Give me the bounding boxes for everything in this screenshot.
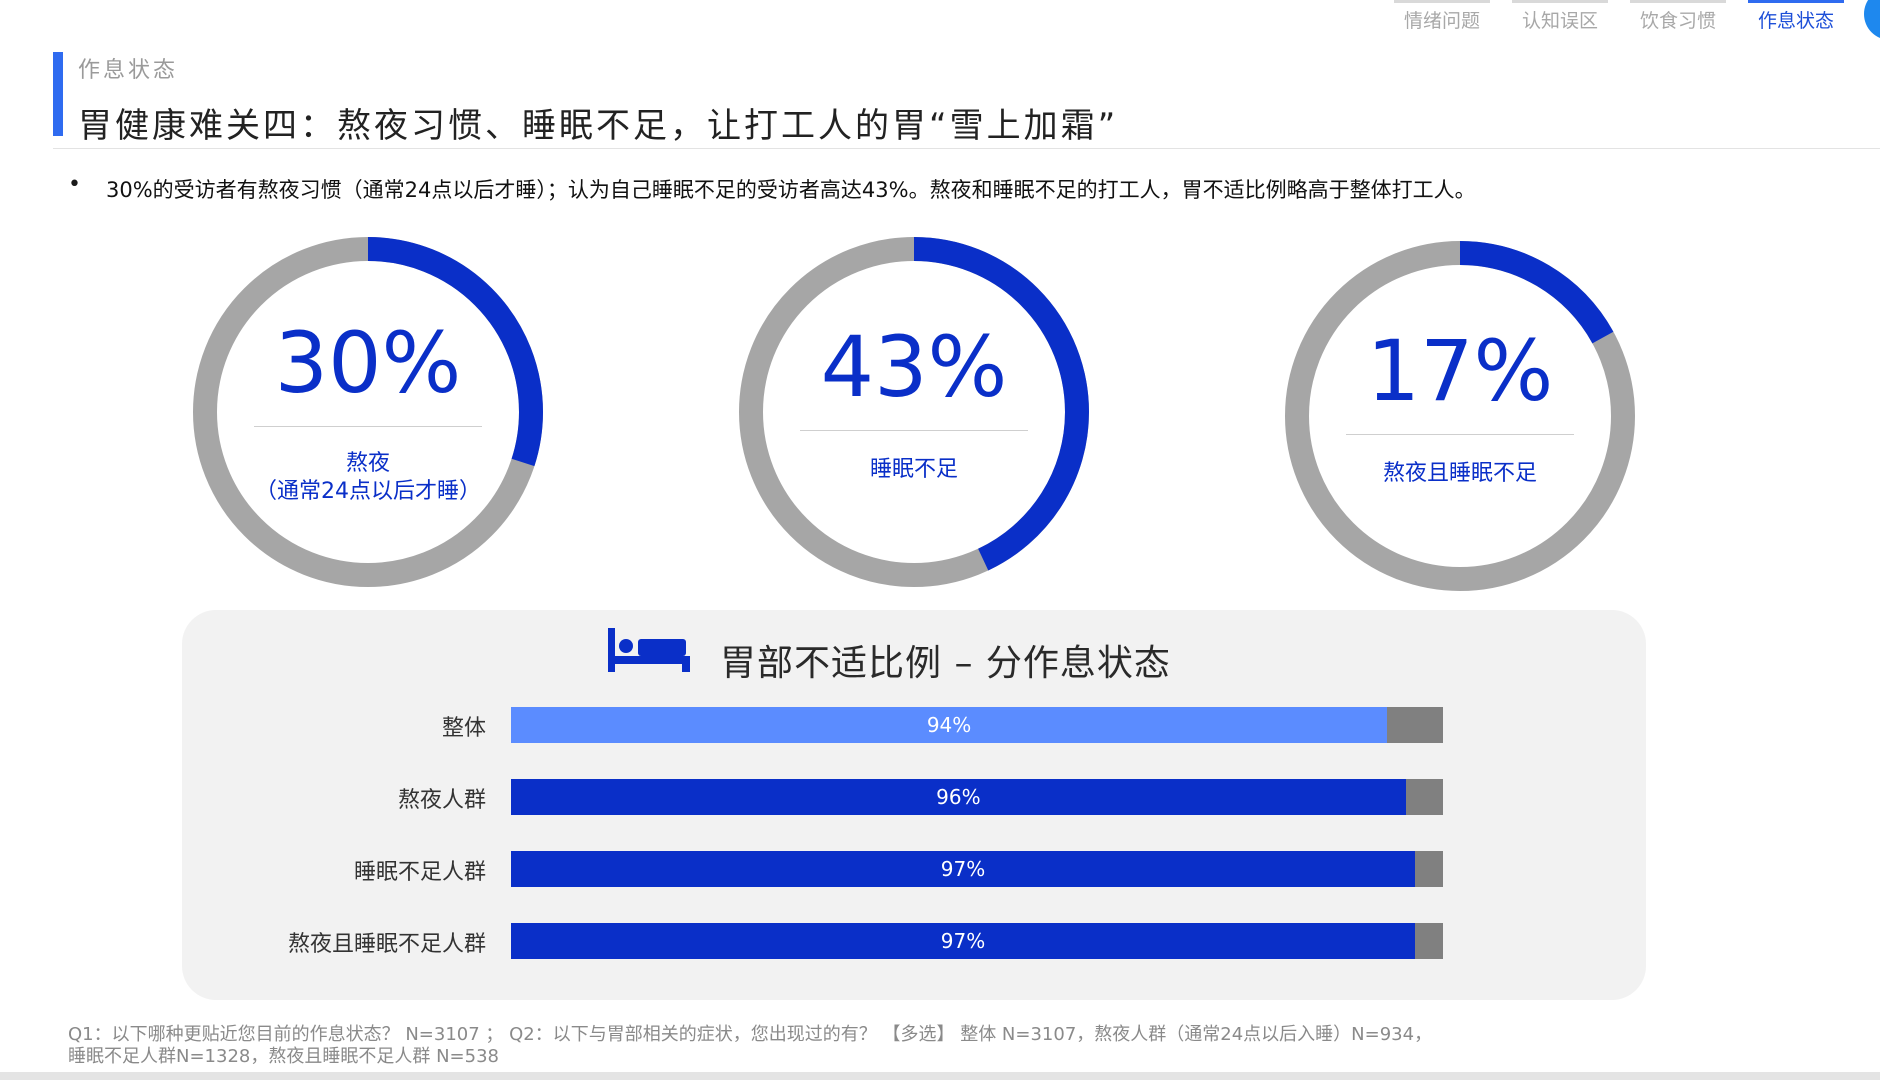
footnote-line: Q1：以下哪种更贴近您目前的作息状态？ N=3107 ； Q2：以下与胃部相关的…	[68, 1024, 1433, 1045]
donut-value: 30%	[274, 314, 462, 412]
donut-fill	[1285, 241, 1635, 591]
donut-divider	[254, 426, 482, 427]
page-title: 胃健康难关四：熬夜习惯、睡眠不足，让打工人的胃“雪上加霜”	[78, 106, 1119, 146]
bar-category-label: 整体	[441, 716, 486, 741]
tab-diet[interactable]: 饮食习惯	[1630, 0, 1726, 36]
donut-chart-stay-up-late: 30% 熬夜 （通常24点以后才睡）	[190, 234, 546, 590]
bullet-dot: •	[68, 172, 81, 197]
donut-divider	[800, 430, 1028, 431]
top-nav-tabs: 情绪问题 认知误区 饮食习惯 作息状态	[1394, 0, 1844, 40]
donut-value: 43%	[820, 318, 1008, 416]
bar-category-label: 睡眠不足人群	[353, 860, 486, 885]
bar-track: 97%	[511, 923, 1443, 959]
bar-category-label: 熬夜人群	[397, 788, 486, 813]
nav-circle-button[interactable]	[1864, 0, 1880, 40]
footnote: Q1：以下哪种更贴近您目前的作息状态？ N=3107 ； Q2：以下与胃部相关的…	[68, 1024, 1432, 1068]
donut-chart-sleep-deprived: 43% 睡眠不足	[736, 234, 1092, 590]
summary-text: 30%的受访者有熬夜习惯（通常24点以后才睡）；认为自己睡眠不足的受访者高达43…	[106, 178, 1476, 202]
header-accent-bar	[53, 52, 63, 136]
bar-chart-title: 胃部不适比例 – 分作息状态	[720, 643, 1171, 684]
donut-label: 睡眠不足	[736, 456, 1092, 484]
donut-label: 熬夜且睡眠不足	[1282, 460, 1638, 488]
bar-track: 96%	[511, 779, 1443, 815]
bar-track: 94%	[511, 707, 1443, 743]
bed-icon	[608, 628, 690, 672]
tab-cognition[interactable]: 认知误区	[1512, 0, 1608, 36]
bar-fill-stay-up-late	[511, 779, 1406, 815]
tab-routine[interactable]: 作息状态	[1748, 0, 1844, 36]
bar-track: 97%	[511, 851, 1443, 887]
bar-value-label: 97%	[940, 857, 986, 881]
donut-divider	[1346, 434, 1574, 435]
section-label: 作息状态	[78, 58, 179, 83]
bar-value-label: 97%	[940, 929, 986, 953]
donut-label-line: 睡眠不足	[869, 457, 958, 482]
bar-fill-overall	[511, 707, 1388, 743]
bar-value-label: 96%	[936, 785, 981, 809]
bar-value-label: 94%	[926, 713, 972, 737]
donut-fill	[739, 237, 1089, 587]
footnote-line: 睡眠不足人群N=1328，熬夜且睡眠不足人群 N=538	[68, 1046, 499, 1067]
bottom-strip	[0, 1072, 1880, 1080]
donut-fill	[193, 237, 543, 587]
donut-label-line: 熬夜且睡眠不足	[1382, 461, 1537, 486]
bar-category-label: 熬夜且睡眠不足人群	[287, 932, 486, 957]
donut-chart-both: 17% 熬夜且睡眠不足	[1282, 238, 1638, 594]
bar-fill-both	[511, 923, 1416, 959]
tab-emotion[interactable]: 情绪问题	[1394, 0, 1490, 36]
title-divider	[53, 148, 1880, 149]
donut-label-line: 熬夜	[345, 451, 390, 476]
donut-label: 熬夜 （通常24点以后才睡）	[190, 450, 546, 506]
donut-value: 17%	[1366, 322, 1554, 420]
donut-ring	[739, 237, 1089, 587]
bar-fill-sleep-deprived	[511, 851, 1416, 887]
donut-label-line: （通常24点以后才睡）	[255, 479, 481, 504]
donut-ring	[193, 237, 543, 587]
donut-ring	[1285, 241, 1635, 591]
